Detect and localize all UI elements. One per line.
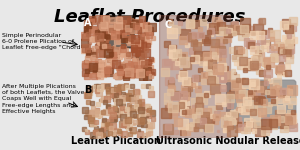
Text: Leaflet Procedures: Leaflet Procedures — [54, 8, 246, 26]
Text: Simple Perinodular
6-0 Prolene Plication of
Leaflet Free-edge "Chord": Simple Perinodular 6-0 Prolene Plication… — [2, 33, 83, 50]
FancyBboxPatch shape — [159, 15, 230, 138]
FancyBboxPatch shape — [227, 80, 296, 128]
Text: A: A — [84, 18, 92, 28]
Text: B: B — [84, 85, 92, 95]
FancyBboxPatch shape — [103, 14, 134, 48]
Text: C: C — [165, 20, 172, 30]
Text: Ultrasonic Nodular Release: Ultrasonic Nodular Release — [156, 135, 300, 146]
Text: Leaflet Plication: Leaflet Plication — [70, 135, 160, 146]
Text: After Multiple Plications
of both Leaflets, the Valve
Coaps Well with Equal
Free: After Multiple Plications of both Leafle… — [2, 84, 84, 114]
